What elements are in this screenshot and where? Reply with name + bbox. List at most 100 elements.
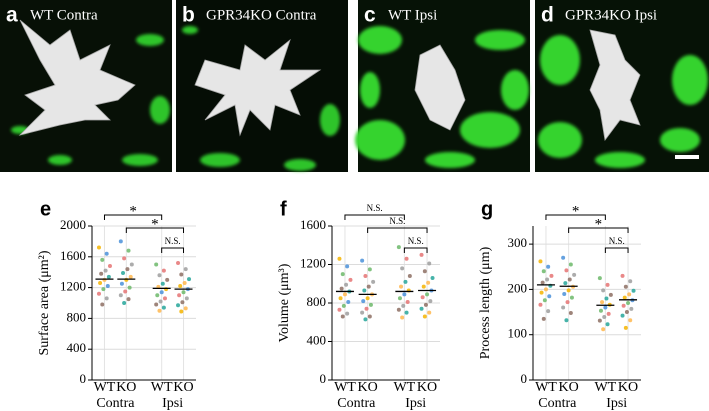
data-point — [345, 264, 350, 269]
significance-label: * — [129, 203, 137, 219]
data-point — [96, 245, 101, 250]
data-point — [157, 273, 162, 278]
y-tick-label: 800 — [67, 309, 87, 324]
data-point — [118, 293, 123, 298]
x-tick-label: WT — [151, 380, 173, 395]
panel-caption: WT Contra — [30, 7, 98, 23]
data-point — [127, 285, 132, 290]
data-point — [360, 310, 365, 315]
y-tick-label: 0 — [521, 371, 528, 386]
data-point — [422, 269, 427, 274]
data-point — [105, 284, 110, 289]
x-tick-label: WT — [94, 380, 116, 395]
data-point — [337, 256, 342, 261]
y-tick-label: 0 — [320, 371, 327, 386]
significance-label: * — [151, 216, 159, 232]
data-point — [564, 318, 569, 323]
data-point — [364, 306, 369, 311]
data-point — [601, 327, 606, 332]
y-tick-label: 800 — [307, 294, 327, 309]
data-point — [128, 274, 133, 279]
significance-label: N.S. — [609, 236, 625, 246]
data-point — [365, 296, 370, 301]
y-tick-label: 1200 — [60, 279, 86, 294]
group-label: Ipsi — [162, 396, 183, 411]
micrograph-d — [535, 0, 709, 172]
data-point — [125, 267, 130, 272]
data-point — [396, 245, 401, 250]
data-point — [601, 288, 606, 293]
data-point — [562, 291, 567, 296]
data-point — [100, 257, 105, 262]
data-point — [628, 318, 633, 323]
data-point — [367, 267, 372, 272]
data-point — [346, 300, 351, 305]
x-tick-label: KO — [559, 380, 579, 395]
data-point — [180, 300, 185, 305]
data-point — [183, 306, 188, 311]
data-point — [626, 301, 631, 305]
y-tick-label: 1600 — [60, 248, 86, 263]
data-point — [344, 282, 349, 287]
group-label: Contra — [538, 396, 577, 411]
significance-bracket — [568, 227, 629, 233]
y-tick-label: 1600 — [300, 217, 326, 232]
data-point — [597, 276, 602, 281]
data-point — [631, 288, 636, 293]
data-point — [340, 314, 345, 319]
data-point — [122, 301, 127, 305]
group-label: Ipsi — [405, 396, 426, 411]
data-point — [543, 287, 548, 292]
panel-letter: d — [541, 4, 554, 27]
panel-letter: a — [6, 4, 18, 27]
data-point — [572, 272, 577, 277]
y-axis-label: Volume (μm³) — [277, 263, 292, 342]
panel-caption: WT Ipsi — [388, 7, 437, 23]
data-point — [627, 292, 632, 297]
panel-letter: c — [364, 4, 376, 27]
data-point — [541, 269, 546, 274]
data-point — [122, 256, 127, 261]
y-tick-label: 400 — [307, 332, 327, 347]
significance-bracket — [367, 227, 428, 233]
y-tick-label: 0 — [80, 371, 87, 386]
data-point — [368, 302, 373, 307]
data-point — [419, 306, 424, 311]
data-point — [547, 294, 552, 299]
data-point — [103, 268, 108, 273]
panel-letter: f — [280, 198, 287, 220]
data-point — [157, 308, 162, 313]
data-point — [187, 277, 192, 282]
significance-bracket — [161, 247, 185, 253]
group-label: Contra — [337, 396, 376, 411]
group-label: Contra — [96, 396, 135, 411]
data-point — [338, 296, 343, 301]
significance-label: N.S. — [389, 216, 405, 226]
significance-label: * — [595, 216, 603, 232]
data-point — [371, 279, 376, 284]
data-point — [154, 262, 159, 267]
data-point — [568, 262, 573, 267]
data-point — [598, 308, 603, 313]
data-point — [181, 290, 186, 295]
data-point — [126, 248, 131, 253]
data-point — [403, 279, 408, 284]
data-point — [400, 266, 405, 271]
panel-letter: g — [481, 198, 493, 220]
data-point — [177, 293, 182, 298]
data-point — [604, 296, 609, 301]
significance-label: N.S. — [165, 236, 181, 246]
data-point — [179, 272, 184, 277]
data-point — [623, 325, 628, 330]
data-point — [608, 292, 613, 297]
data-point — [568, 310, 573, 315]
data-point — [427, 310, 432, 315]
x-tick-label: WT — [334, 380, 356, 395]
data-point — [339, 286, 344, 291]
data-point — [421, 284, 426, 289]
micrograph-a — [0, 0, 172, 172]
data-point — [404, 256, 409, 261]
data-point — [540, 280, 545, 285]
data-point — [183, 267, 188, 272]
data-point — [546, 309, 551, 314]
